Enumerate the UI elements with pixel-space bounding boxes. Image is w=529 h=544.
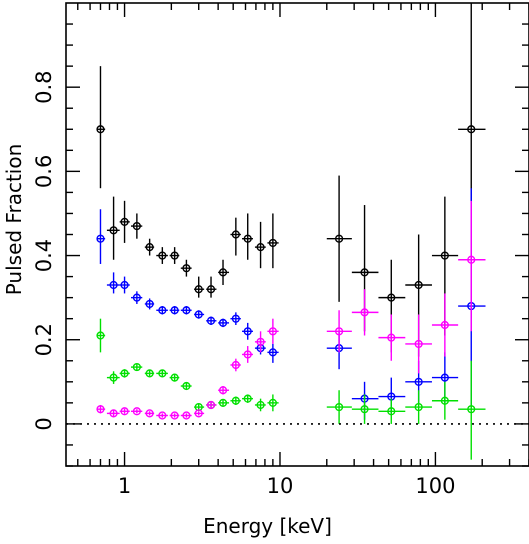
data-point bbox=[170, 306, 179, 315]
data-point bbox=[182, 381, 191, 391]
data-point bbox=[387, 407, 396, 416]
data-point bbox=[467, 125, 476, 134]
data-point bbox=[414, 402, 423, 412]
data-point bbox=[256, 243, 265, 252]
data-point bbox=[132, 293, 141, 302]
data-point bbox=[109, 409, 118, 418]
series-0 bbox=[96, 3, 486, 357]
data-point bbox=[414, 339, 423, 349]
plot-frame bbox=[65, 2, 529, 467]
data-point bbox=[268, 348, 277, 357]
data-point bbox=[440, 320, 449, 330]
data-point bbox=[194, 409, 203, 418]
data-point bbox=[206, 400, 216, 410]
data-point bbox=[360, 405, 369, 414]
data-point bbox=[360, 308, 369, 317]
data-point bbox=[334, 402, 344, 412]
x-tick-label: 100 bbox=[415, 474, 455, 498]
data-point bbox=[231, 314, 240, 323]
data-point bbox=[96, 125, 105, 134]
data-point bbox=[256, 337, 265, 346]
data-point bbox=[120, 217, 129, 226]
data-point bbox=[109, 280, 118, 290]
x-axis-title: Energy [keV] bbox=[203, 514, 332, 538]
y-tick-label: 0.6 bbox=[32, 155, 56, 188]
data-point bbox=[170, 411, 179, 420]
data-point bbox=[158, 411, 167, 420]
data-point bbox=[414, 377, 423, 386]
data-point bbox=[206, 285, 216, 294]
data-point bbox=[194, 310, 203, 319]
data-point bbox=[170, 251, 179, 260]
data-point bbox=[231, 230, 240, 239]
data-point bbox=[182, 306, 191, 315]
data-point bbox=[467, 255, 476, 264]
data-point bbox=[170, 373, 179, 382]
data-point bbox=[132, 407, 141, 416]
data-point bbox=[268, 238, 277, 248]
data-point bbox=[120, 407, 129, 416]
data-point bbox=[334, 234, 344, 243]
data-point bbox=[145, 409, 154, 418]
data-point bbox=[440, 251, 449, 260]
x-tick-label: 10 bbox=[267, 474, 294, 498]
data-point bbox=[414, 280, 423, 290]
data-point bbox=[96, 405, 105, 414]
y-tick-label: 0.4 bbox=[32, 239, 56, 272]
data-point bbox=[387, 333, 396, 342]
data-point bbox=[206, 316, 216, 325]
data-point bbox=[268, 327, 277, 336]
data-point bbox=[218, 268, 228, 277]
data-point bbox=[360, 268, 369, 277]
data-point bbox=[231, 360, 240, 370]
data-point bbox=[158, 369, 167, 378]
data-point bbox=[467, 405, 476, 414]
data-point bbox=[182, 411, 191, 420]
series-1 bbox=[96, 188, 486, 420]
data-point bbox=[243, 234, 252, 243]
y-tick-label: 0.2 bbox=[32, 323, 56, 356]
data-point bbox=[231, 396, 240, 405]
data-point bbox=[132, 221, 141, 231]
data-point bbox=[145, 243, 154, 252]
data-point bbox=[132, 362, 141, 372]
data-point bbox=[256, 400, 265, 410]
x-tick-label: 1 bbox=[118, 474, 131, 498]
data-point bbox=[334, 327, 344, 336]
data-point bbox=[218, 398, 228, 407]
y-tick-label: 0.8 bbox=[32, 70, 56, 103]
data-point bbox=[120, 369, 129, 378]
data-point bbox=[440, 396, 449, 405]
axis-ticks bbox=[66, 3, 529, 467]
data-point bbox=[120, 280, 129, 290]
data-point bbox=[109, 226, 118, 235]
data-point bbox=[268, 398, 277, 407]
data-point bbox=[145, 299, 154, 309]
data-point bbox=[109, 373, 118, 382]
data-point bbox=[440, 373, 449, 382]
tick-labels: 1 10 100 0 0.2 0.4 0.6 0.8 bbox=[32, 70, 455, 498]
data-point bbox=[194, 285, 203, 294]
data-point bbox=[182, 264, 191, 273]
data-point bbox=[158, 306, 167, 315]
data-point bbox=[243, 327, 252, 336]
data-point bbox=[145, 369, 154, 378]
data-point bbox=[387, 293, 396, 302]
data-point bbox=[218, 386, 228, 395]
chart-series-layer bbox=[96, 3, 486, 460]
data-point bbox=[96, 331, 105, 340]
data-point bbox=[243, 350, 252, 359]
data-point bbox=[158, 251, 167, 260]
data-point bbox=[96, 234, 105, 243]
y-tick-label: 0 bbox=[32, 417, 56, 430]
data-point bbox=[218, 318, 228, 327]
data-point bbox=[243, 394, 252, 403]
series-3 bbox=[96, 200, 486, 420]
series-2 bbox=[96, 318, 486, 460]
y-axis-title: Pulsed Fraction bbox=[2, 144, 26, 296]
